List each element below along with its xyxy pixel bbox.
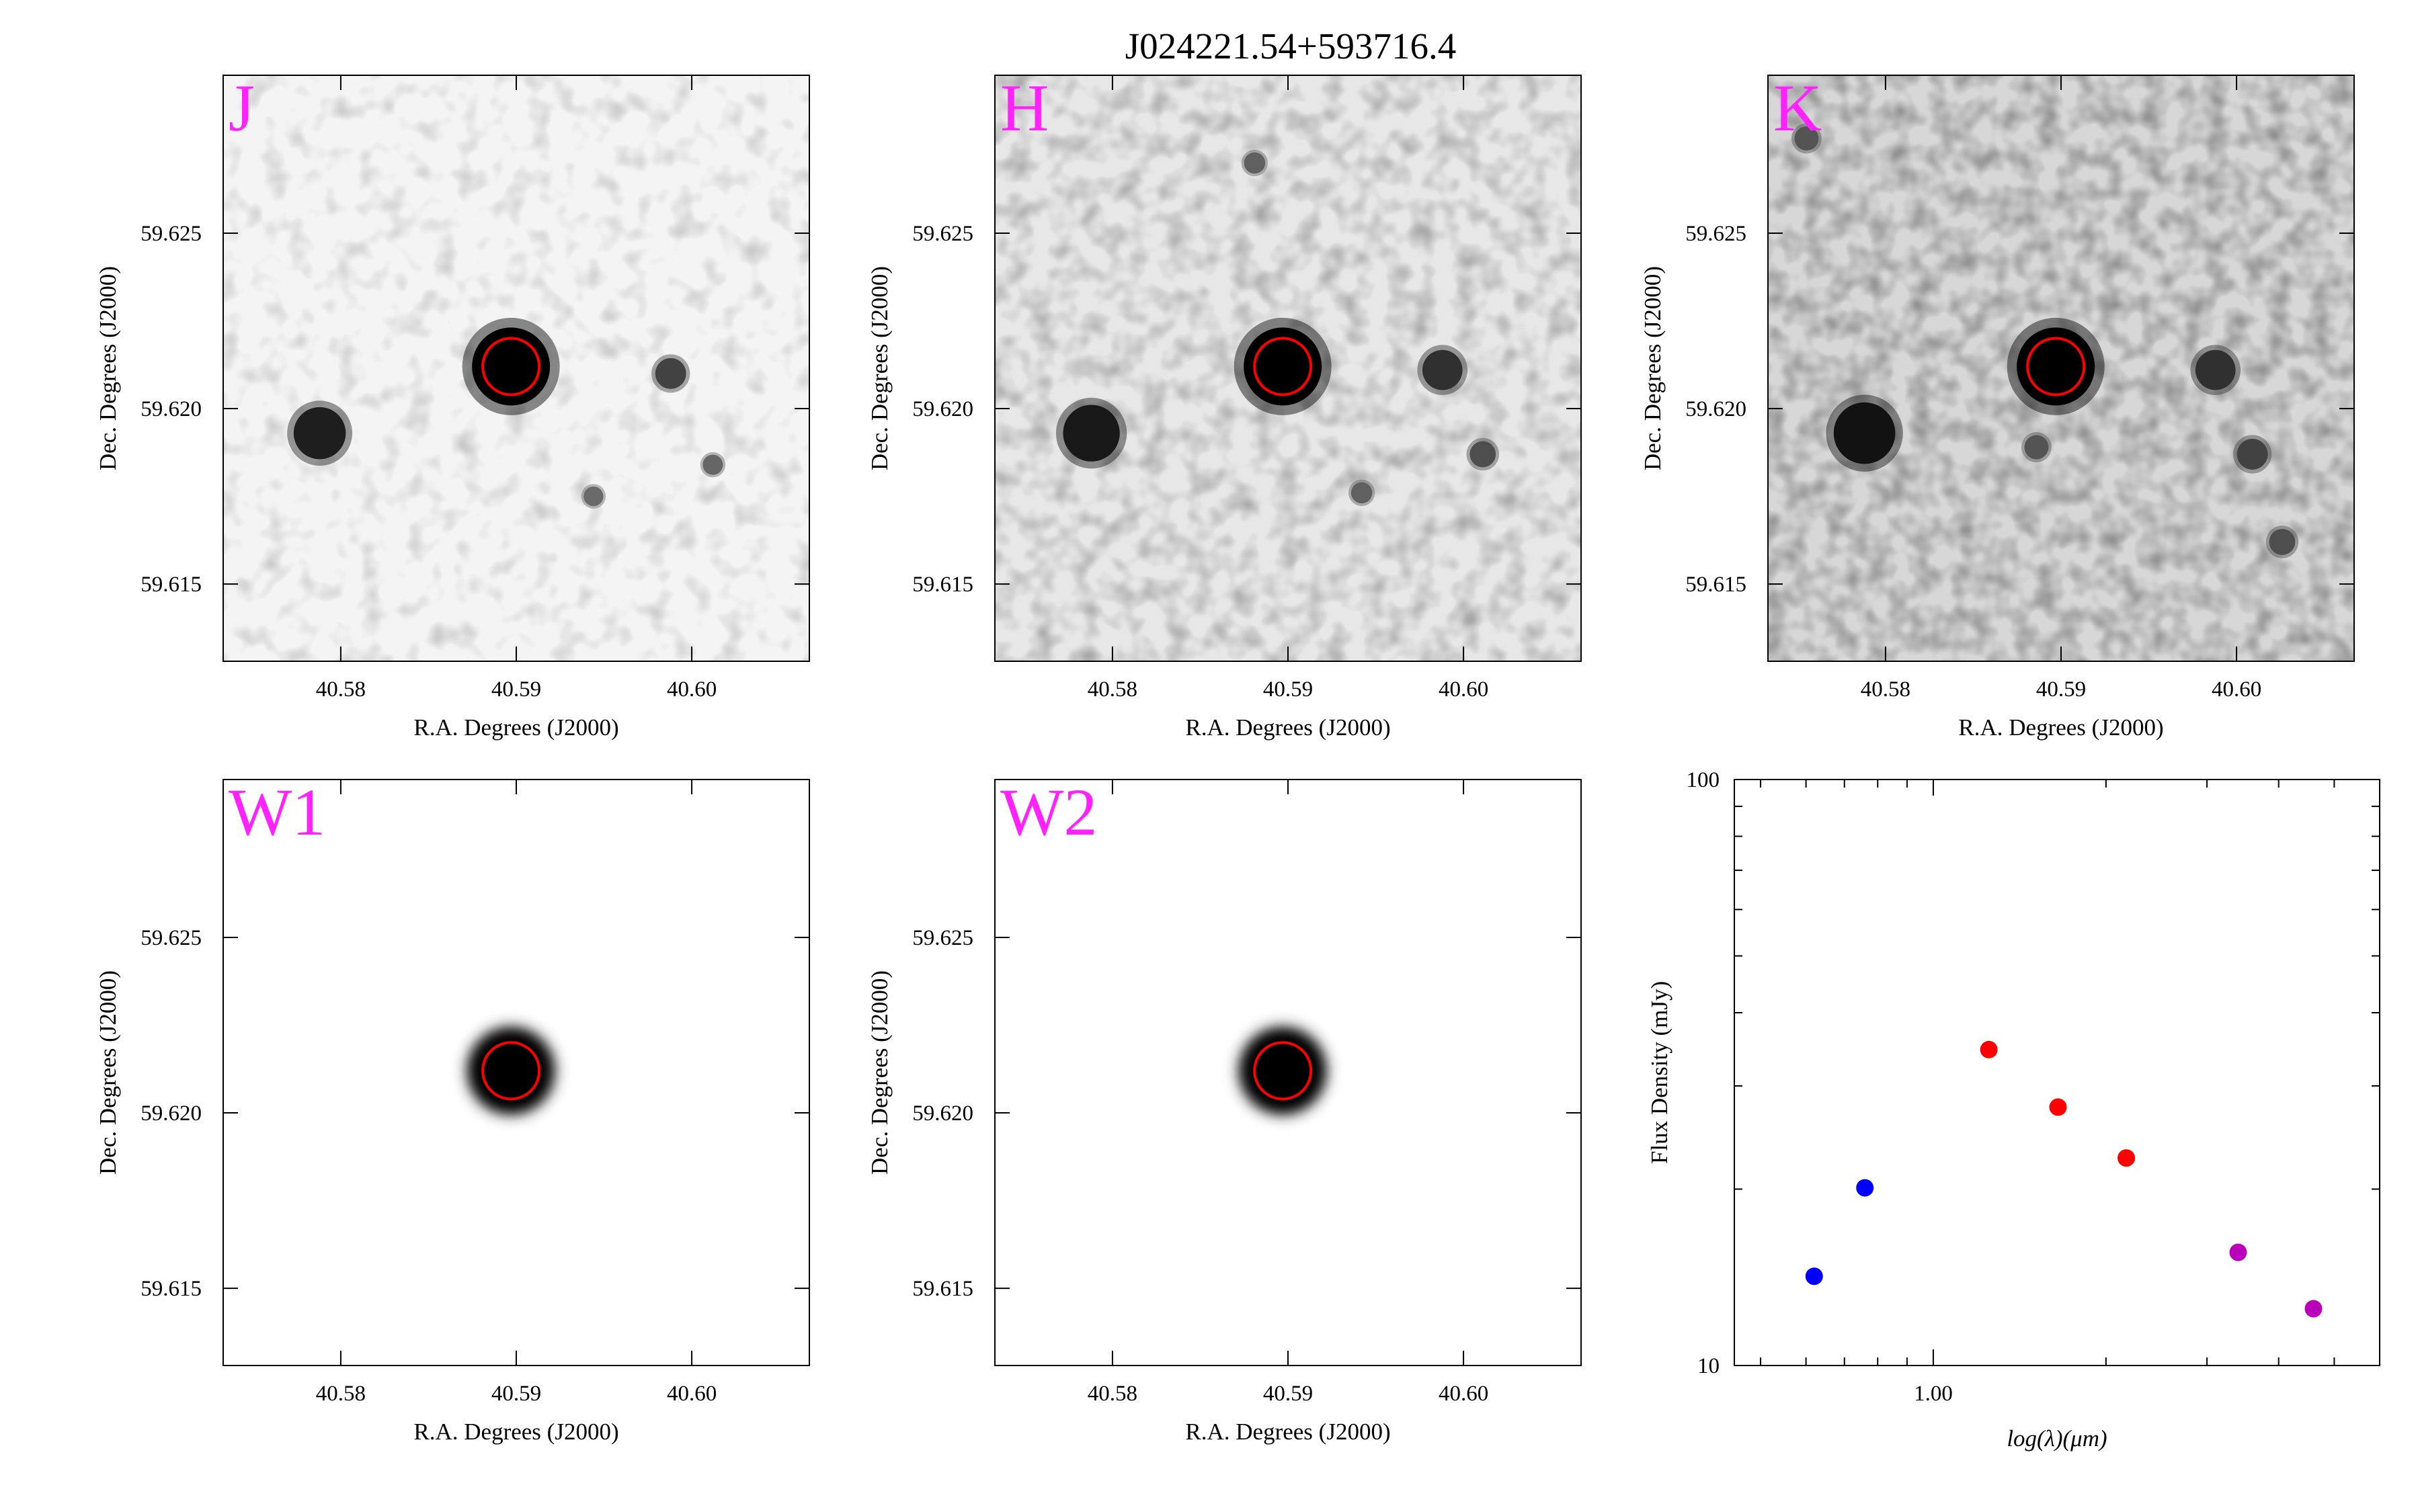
x-tick-label: 40.60 (667, 677, 717, 702)
x-tick-label: 40.58 (1088, 1382, 1137, 1406)
y-tick-label: 59.620 (912, 1101, 973, 1126)
y-tick-label: 59.625 (140, 926, 202, 950)
x-tick-label: 40.58 (316, 677, 366, 702)
y-tick-label: 59.615 (140, 1277, 202, 1301)
y-axis-label: Dec. Degrees (J2000) (866, 266, 893, 470)
sed-point (1805, 1267, 1823, 1286)
x-tick-label: 1.00 (1914, 1382, 1953, 1406)
panel-k: K 40.58 40.59 40.60 59.625 59.620 59.615 R.A. D… (1640, 71, 2355, 741)
source-star (655, 358, 686, 389)
x-tick-label: 40.58 (1861, 677, 1910, 702)
sed-point (1856, 1179, 1874, 1197)
aperture-circle (481, 1041, 541, 1101)
source-star (1469, 441, 1496, 468)
y-tick-label: 59.625 (912, 926, 973, 950)
aperture-circle (1253, 1041, 1313, 1101)
sed-point (1980, 1040, 1998, 1058)
x-tick-label: 40.59 (2036, 677, 2086, 702)
band-label: K (1773, 71, 1822, 145)
sed-y-axis-label: Flux Density (mJy) (1646, 981, 1672, 1164)
sed-x-axis-label: log(λ)(μm) (2007, 1425, 2107, 1452)
x-tick-label: 40.60 (2212, 677, 2261, 702)
source-star (293, 407, 346, 460)
panel-w1: W1 40.58 40.59 40.60 59.625 59.620 59.615 R.A. … (95, 775, 810, 1445)
x-tick-label: 40.58 (316, 1382, 366, 1406)
x-axis-label: R.A. Degrees (J2000) (413, 714, 618, 741)
y-tick-label: 59.620 (140, 397, 202, 421)
y-tick-label: 100 (1687, 768, 1720, 792)
x-tick-label: 40.59 (491, 677, 541, 702)
x-tick-label: 40.59 (491, 1382, 541, 1406)
y-tick-label: 59.620 (912, 397, 973, 421)
source-star (702, 454, 723, 475)
sed-frame (1734, 779, 2380, 1366)
source-star (1794, 126, 1819, 151)
image-panels: J 40.58 40.59 40.60 59.625 59.620 59.615 R.A. D… (95, 71, 2355, 1445)
y-axis-label: Dec. Degrees (J2000) (1640, 266, 1666, 470)
sed-point (2118, 1149, 2136, 1167)
source-star (583, 486, 604, 507)
sed-point (2304, 1300, 2323, 1318)
y-tick-label: 59.615 (912, 573, 973, 597)
x-tick-label: 40.59 (1263, 1382, 1313, 1406)
source-star (1422, 349, 1463, 390)
sed-plot: 1.00 10 100 log(λ)(μm) Flux Density (mJy) (1646, 768, 2380, 1452)
y-tick-label: 59.625 (140, 222, 202, 246)
x-axis-label: R.A. Degrees (J2000) (1185, 1419, 1390, 1445)
figure-title: J024221.54+593716.4 (1125, 26, 1456, 67)
x-tick-label: 40.58 (1088, 677, 1137, 702)
aperture-circle (2026, 337, 2086, 396)
panel-w2: W2 40.58 40.59 40.60 59.625 59.620 59.615 R.A. … (866, 775, 1582, 1445)
source-star (2269, 529, 2296, 555)
band-label: H (1000, 71, 1049, 145)
x-tick-label: 40.60 (1439, 677, 1488, 702)
band-label: W1 (229, 775, 325, 849)
source-star (1244, 152, 1266, 174)
x-axis-label: R.A. Degrees (J2000) (413, 1419, 618, 1445)
source-star (1350, 482, 1373, 504)
x-tick-label: 40.60 (1439, 1382, 1488, 1406)
y-axis-label: Dec. Degrees (J2000) (95, 266, 121, 470)
y-tick-label: 59.615 (1685, 573, 1746, 597)
y-tick-label: 10 (1697, 1354, 1720, 1378)
source-star (2195, 349, 2236, 390)
sed-point (2229, 1243, 2247, 1261)
y-axis-label: Dec. Degrees (J2000) (866, 970, 893, 1175)
x-tick-label: 40.59 (1263, 677, 1313, 702)
band-label: W2 (1000, 775, 1097, 849)
x-tick-label: 40.60 (667, 1382, 717, 1406)
y-axis-label: Dec. Degrees (J2000) (95, 970, 121, 1175)
panel-h: H 40.58 40.59 40.60 59.625 59.620 59.615 R.A. D… (866, 71, 1582, 741)
panel-j: J 40.58 40.59 40.60 59.625 59.620 59.615 R.A. D… (95, 71, 810, 741)
y-tick-label: 59.615 (912, 1277, 973, 1301)
x-axis-label: R.A. Degrees (J2000) (1185, 714, 1390, 741)
source-star (2236, 439, 2268, 470)
source-star (2024, 435, 2049, 460)
sed-point (2049, 1098, 2067, 1116)
y-tick-label: 59.625 (1685, 222, 1746, 246)
aperture-circle (1253, 337, 1313, 396)
y-tick-label: 59.625 (912, 222, 973, 246)
y-tick-label: 59.620 (1685, 397, 1746, 421)
x-axis-label: R.A. Degrees (J2000) (1958, 714, 2163, 741)
source-star (1833, 402, 1896, 464)
band-label: J (229, 71, 255, 145)
aperture-circle (481, 337, 541, 396)
y-tick-label: 59.615 (140, 573, 202, 597)
y-tick-label: 59.620 (140, 1101, 202, 1126)
source-star (1063, 405, 1120, 462)
